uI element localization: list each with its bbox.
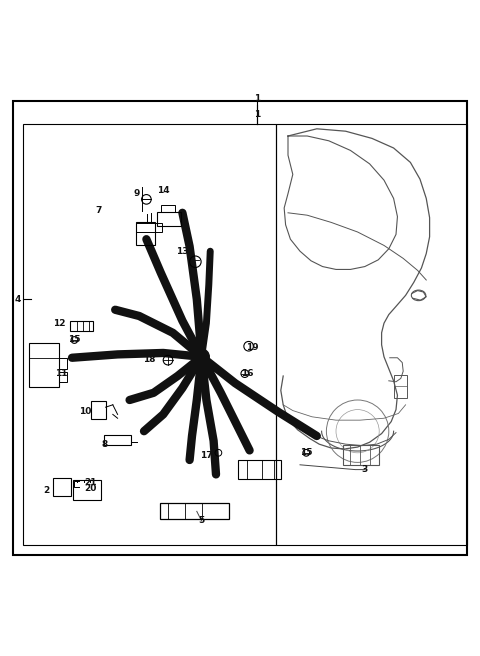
Text: 20: 20: [84, 484, 96, 493]
Text: 17: 17: [200, 451, 213, 460]
Bar: [73, 480, 101, 500]
Bar: [23, 123, 276, 545]
Bar: [53, 478, 71, 496]
Text: 7: 7: [95, 206, 102, 215]
Text: 9: 9: [133, 189, 140, 198]
Text: 14: 14: [157, 186, 169, 195]
Bar: [394, 375, 407, 398]
Bar: [91, 401, 106, 419]
Bar: [160, 503, 229, 519]
Bar: [29, 343, 59, 387]
Text: 13: 13: [176, 247, 189, 256]
Bar: [343, 445, 379, 465]
Circle shape: [194, 349, 209, 365]
Text: 11: 11: [55, 369, 68, 378]
Bar: [157, 212, 181, 226]
Bar: [70, 321, 93, 331]
Text: 16: 16: [241, 369, 253, 378]
Text: 8: 8: [101, 440, 108, 449]
Bar: [59, 358, 67, 369]
Bar: [238, 460, 281, 479]
Text: 21: 21: [84, 478, 96, 487]
Bar: [104, 434, 131, 445]
Text: 3: 3: [361, 465, 368, 474]
Text: 15: 15: [68, 335, 81, 344]
Text: 4: 4: [15, 295, 22, 304]
Text: 18: 18: [143, 355, 155, 363]
Bar: [136, 222, 155, 245]
Text: 1: 1: [253, 110, 260, 119]
Bar: [161, 205, 175, 212]
Text: 12: 12: [53, 319, 66, 328]
Bar: [276, 123, 467, 545]
Text: 19: 19: [246, 342, 258, 352]
Bar: [136, 223, 162, 232]
Bar: [59, 372, 67, 382]
Text: 1: 1: [253, 94, 260, 104]
Text: 10: 10: [79, 407, 92, 417]
Text: 15: 15: [300, 448, 312, 457]
Text: 2: 2: [43, 485, 50, 495]
Text: 5: 5: [198, 516, 205, 525]
